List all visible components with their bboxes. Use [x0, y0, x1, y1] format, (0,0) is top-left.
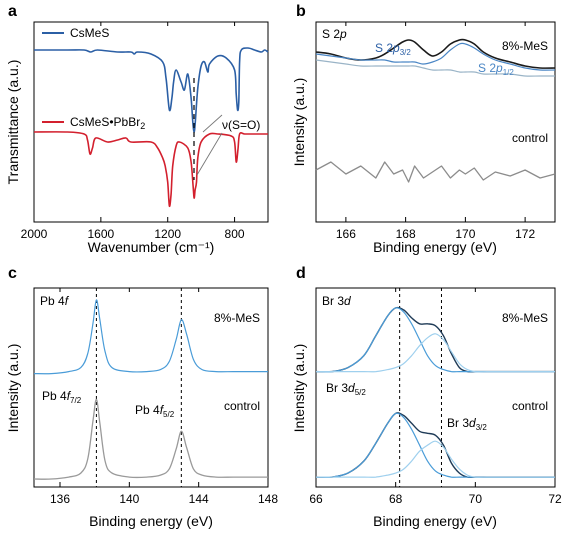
- x-axis: 2000 1600 1200 800: [21, 22, 245, 241]
- series-csmes-pbbr2: [33, 131, 268, 208]
- panel-c: c 136 140 144 148 Binding energy (eV) Inten…: [5, 265, 278, 529]
- x-tick-label: 1600: [88, 227, 115, 241]
- top-right-label: 8%-MeS: [214, 311, 260, 325]
- corner-label: S 2p: [322, 27, 347, 41]
- series-8-mes: [33, 299, 268, 375]
- x-tick-label: 72: [548, 492, 562, 506]
- top-right-label: 8%-MeS: [502, 311, 548, 325]
- y-axis-label: Intensity (a.u.): [291, 78, 307, 167]
- x-axis-label: Binding energy (eV): [373, 239, 497, 255]
- x-tick-label: 70: [469, 492, 483, 506]
- plot-frame: [315, 21, 556, 223]
- series-layer: [33, 299, 268, 480]
- series-s-2p3-2-fit: [315, 59, 555, 77]
- panel-letter: a: [8, 3, 17, 20]
- legend-label-csmes: CsMeS: [70, 26, 109, 40]
- series-control-br-3d3-2: [316, 440, 555, 478]
- panel-b: b 166 168 170 172 Binding energy (eV) Inten…: [291, 3, 556, 255]
- panel-d: d 66 68 70 72 Binding energy (eV) Intensity…: [291, 265, 562, 529]
- x-axis: 136 140 144 148: [50, 288, 278, 506]
- x-tick-label: 68: [389, 492, 403, 506]
- y-axis-label: Intensity (a.u.): [291, 344, 307, 433]
- series-control-br-3d5-2: [315, 412, 555, 478]
- series-layer: [315, 306, 555, 479]
- annotation-label: ν(S=O): [222, 118, 260, 132]
- peak-label-br3d52: Br 3d5/2: [326, 381, 366, 397]
- panel-letter: b: [296, 3, 306, 20]
- x-tick-label: 800: [225, 227, 245, 241]
- x-axis-label: Wavenumber (cm⁻¹): [88, 239, 215, 255]
- x-tick-label: 168: [396, 227, 416, 241]
- x-tick-label: 2000: [21, 227, 48, 241]
- panel-letter: d: [296, 265, 306, 282]
- y-axis-label: Transmittance (a.u.): [5, 60, 21, 185]
- plot-frame: [315, 287, 556, 488]
- panel-a: a 2000 1600 1200 800 Wavenumber (cm⁻¹) Tran…: [5, 3, 269, 255]
- x-tick-label: 144: [189, 492, 209, 506]
- series-layer: [33, 47, 269, 208]
- x-tick-label: 1200: [154, 227, 181, 241]
- bottom-right-label: control: [512, 399, 548, 413]
- x-axis-label: Binding energy (eV): [89, 513, 213, 529]
- plot-frame: [33, 21, 269, 223]
- peak-label-br3d32: Br 3d3/2: [447, 416, 487, 432]
- x-tick-label: 148: [258, 492, 278, 506]
- x-axis-label: Binding energy (eV): [373, 513, 497, 529]
- plot-frame: [33, 287, 269, 488]
- series-layer: [315, 38, 556, 183]
- y-axis-label: Intensity (a.u.): [5, 344, 21, 433]
- bottom-right-label: control: [224, 399, 260, 413]
- bottom-right-label: control: [512, 131, 548, 145]
- x-tick-label: 136: [50, 492, 70, 506]
- series-8-mes-br-3d3-2: [315, 333, 555, 373]
- annotation-arrow-lower: [196, 132, 223, 176]
- annotation-arrow-upper: [202, 114, 223, 133]
- series-csmes: [34, 47, 269, 133]
- x-axis: 66 68 70 72: [309, 288, 562, 506]
- series-s-2p1-2-fit: [315, 42, 556, 71]
- x-tick-label: 172: [515, 227, 535, 241]
- series-8-mes-data: [315, 38, 556, 69]
- x-tick-label: 140: [119, 492, 139, 506]
- legend-label-csmes-pbbr2: CsMeS•PbBr2: [70, 115, 145, 131]
- x-axis: 166 168 170 172: [336, 22, 535, 241]
- corner-label: Br 3d: [322, 294, 351, 308]
- series-control: [315, 161, 556, 183]
- peak-label-pb4f72: Pb 4f7/2: [42, 389, 82, 405]
- peak-label-pb4f52: Pb 4f5/2: [135, 403, 175, 419]
- x-tick-label: 170: [455, 227, 475, 241]
- series-control-total: [315, 412, 555, 479]
- panel-letter: c: [8, 265, 17, 282]
- series-control: [33, 398, 268, 480]
- x-tick-label: 66: [309, 492, 323, 506]
- top-right-label: 8%-MeS: [502, 39, 548, 53]
- corner-label: Pb 4f: [40, 294, 70, 308]
- peak-label-s2p32: S 2p3/2: [375, 41, 411, 57]
- x-tick-label: 166: [336, 227, 356, 241]
